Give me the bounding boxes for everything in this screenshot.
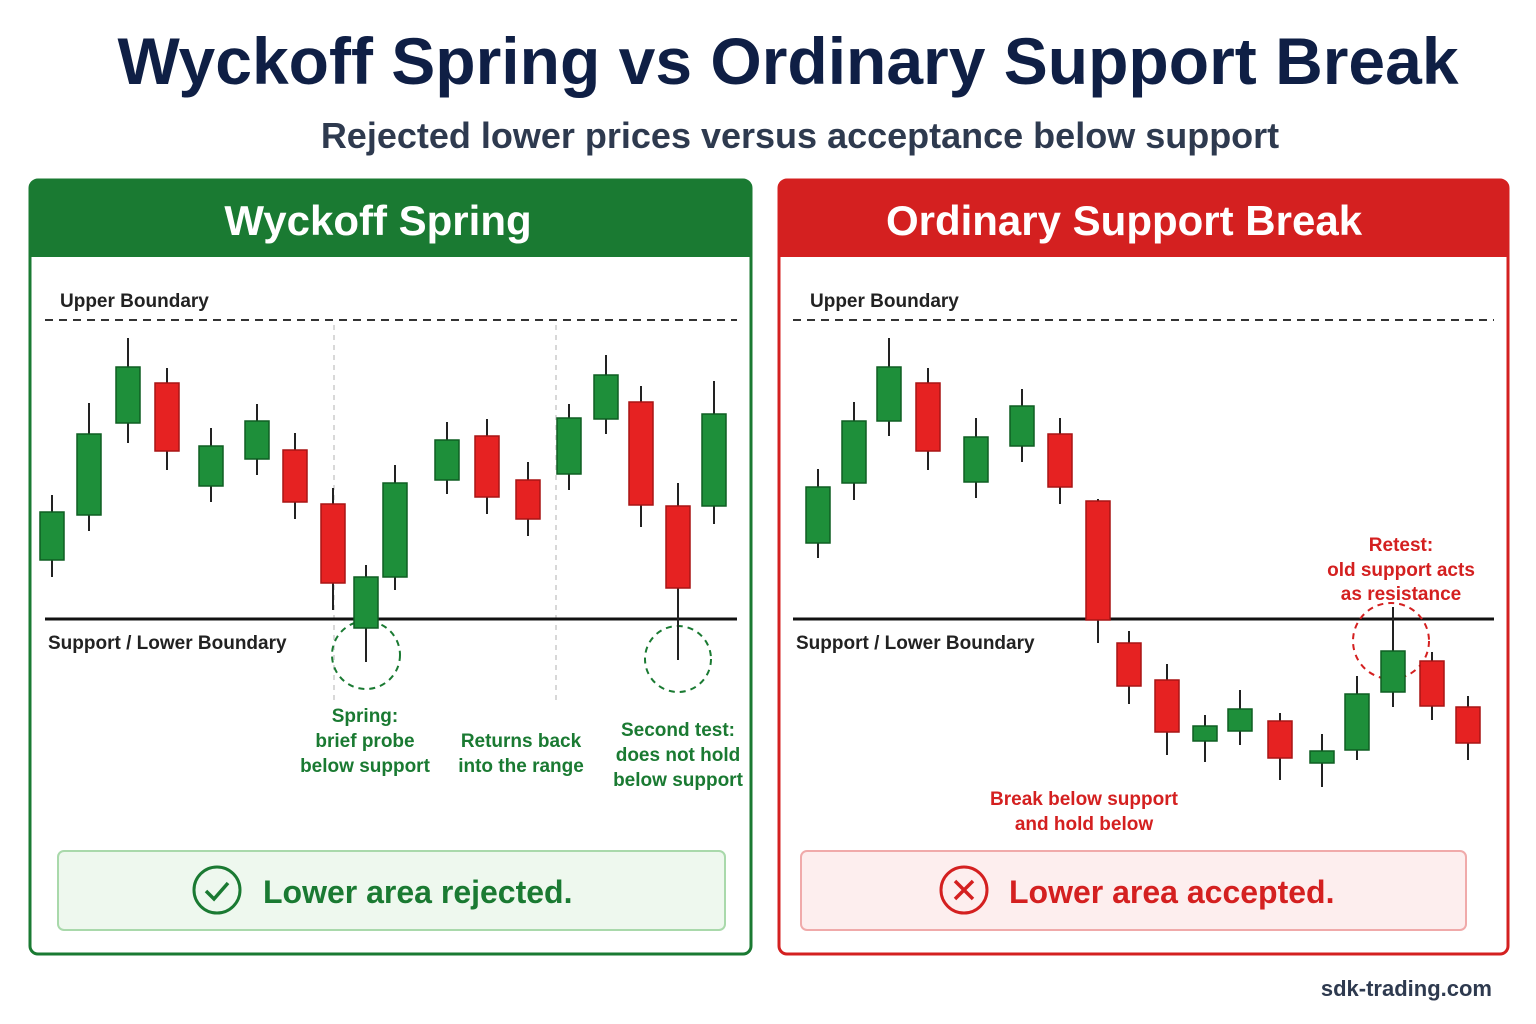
candle-body — [320, 503, 346, 584]
annotation: Spring: — [332, 706, 399, 727]
annotation: Second test: — [621, 720, 735, 741]
footer: sdk-trading.com — [1321, 976, 1492, 1001]
candle-body — [841, 420, 867, 484]
candle-body — [1419, 660, 1445, 707]
candle-body — [1309, 750, 1335, 764]
candles — [39, 338, 1481, 787]
verdict: Lower area rejected. — [263, 874, 572, 910]
candle-body — [1154, 679, 1180, 733]
upper-label: Upper Boundary — [810, 291, 959, 312]
candle-body — [963, 436, 989, 483]
cross-mark — [953, 879, 975, 901]
panel-header — [779, 180, 1508, 257]
candle-body — [1116, 642, 1142, 687]
candle-body — [1267, 720, 1293, 759]
candle-body — [876, 366, 902, 422]
upper-label: Upper Boundary — [60, 291, 209, 312]
subtitle: Rejected lower prices versus acceptance … — [321, 115, 1279, 156]
candle-body — [628, 401, 654, 506]
candle-body — [474, 435, 500, 498]
candle-body — [1227, 708, 1253, 732]
candle-body — [353, 576, 379, 629]
annotation: below support — [613, 770, 744, 791]
annotation: into the range — [458, 756, 584, 777]
annotation: below support — [300, 756, 431, 777]
annotation: as resistance — [1341, 584, 1461, 605]
candle-body — [154, 382, 180, 452]
candle-body — [76, 433, 102, 516]
candle-body — [701, 413, 727, 507]
support-label: Support / Lower Boundary — [48, 633, 287, 654]
candle-body — [1380, 650, 1406, 693]
annotation: brief probe — [315, 731, 414, 752]
candle-body — [382, 482, 408, 578]
annotation: Returns back — [461, 731, 582, 752]
candle-body — [805, 486, 831, 544]
candle-body — [282, 449, 308, 503]
candle-body — [434, 439, 460, 481]
annotation: Break below support — [990, 789, 1179, 810]
candle-body — [1344, 693, 1370, 751]
candle-body — [198, 445, 224, 487]
check-mark — [204, 881, 230, 902]
annotation: Retest: — [1369, 535, 1433, 556]
panel-title: Ordinary Support Break — [886, 197, 1363, 244]
candle-body — [665, 505, 691, 589]
verdict: Lower area accepted. — [1009, 874, 1334, 910]
verdict-box — [800, 850, 1467, 931]
panel-header — [30, 180, 751, 257]
panel-title: Wyckoff Spring — [224, 197, 531, 244]
candle-body — [39, 511, 65, 561]
candle-body — [1009, 405, 1035, 447]
candle-body — [1455, 706, 1481, 744]
support-label: Support / Lower Boundary — [796, 633, 1035, 654]
annotation: old support acts — [1327, 560, 1475, 581]
candle-body — [593, 374, 619, 420]
check-icon — [192, 865, 242, 915]
candle-body — [244, 420, 270, 460]
candle-body — [515, 479, 541, 520]
candle-body — [1047, 433, 1073, 488]
annotation: and hold below — [1015, 814, 1153, 835]
candle-body — [1192, 725, 1218, 742]
candle-body — [115, 366, 141, 424]
candle-body — [556, 417, 582, 475]
title: Wyckoff Spring vs Ordinary Support Break — [117, 24, 1458, 98]
cross-icon — [939, 865, 989, 915]
annotation: does not hold — [616, 745, 741, 766]
candle-body — [1085, 500, 1111, 621]
candle-body — [915, 382, 941, 452]
